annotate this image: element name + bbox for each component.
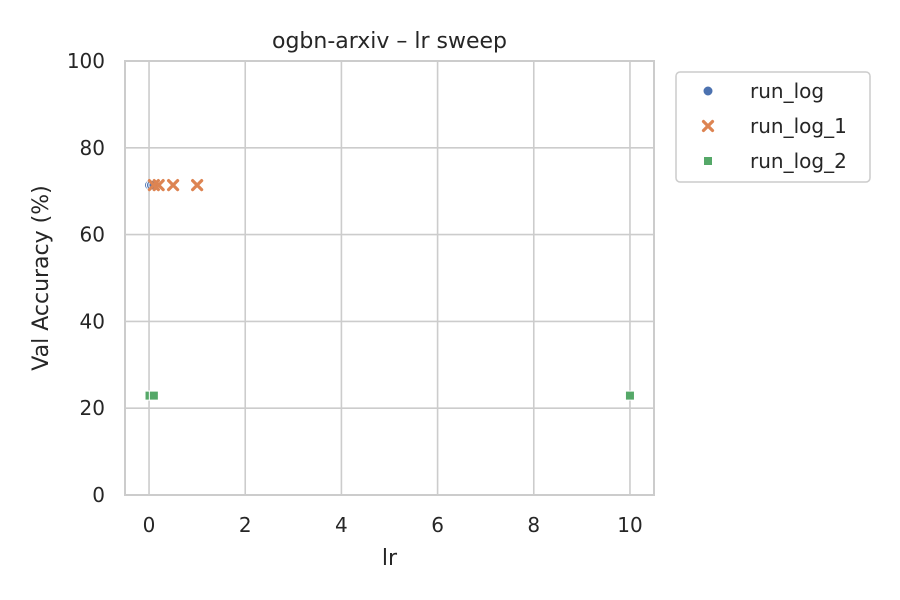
plot-frame — [124, 60, 655, 496]
y-tick-label: 100 — [67, 49, 105, 73]
y-tick-labels: 0 20 40 60 80 100 — [67, 49, 105, 507]
legend-marker — [702, 85, 714, 97]
y-tick-label: 40 — [80, 309, 105, 333]
legend-label: run_log — [750, 79, 824, 103]
legend: run_log run_log_1 run_log_2 — [675, 71, 871, 183]
y-tick-label: 20 — [80, 396, 105, 420]
legend-item: run_log_2 — [703, 149, 847, 173]
series-run_log_2 — [144, 390, 635, 401]
x-tick-labels: 0 2 4 6 8 10 — [143, 513, 643, 537]
x-tick-label: 10 — [617, 513, 642, 537]
legend-item: run_log — [702, 79, 824, 103]
legend-marker — [701, 119, 715, 133]
data-point — [148, 390, 159, 401]
legend-label: run_log_1 — [750, 114, 847, 138]
data-point — [166, 179, 180, 192]
series-run_log_1 — [147, 179, 204, 192]
y-axis-label: Val Accuracy (%) — [29, 185, 54, 370]
x-tick-label: 0 — [143, 513, 156, 537]
y-tick-label: 60 — [80, 223, 105, 247]
legend-marker — [703, 156, 713, 166]
plot-area — [125, 61, 654, 495]
legend-box — [675, 71, 871, 183]
x-tick-label: 6 — [431, 513, 444, 537]
chart-title: ogbn-arxiv – lr sweep — [272, 29, 507, 54]
data-point — [191, 179, 204, 192]
x-tick-label: 4 — [335, 513, 348, 537]
data-point — [152, 179, 165, 192]
x-axis-label: lr — [382, 546, 398, 571]
data-points — [144, 179, 635, 401]
legend-item: run_log_1 — [701, 114, 847, 138]
legend-label: run_log_2 — [750, 149, 847, 173]
y-tick-label: 80 — [80, 136, 105, 160]
x-tick-label: 2 — [239, 513, 252, 537]
y-tick-label: 0 — [92, 483, 105, 507]
data-point — [624, 390, 635, 401]
x-tick-label: 8 — [527, 513, 540, 537]
